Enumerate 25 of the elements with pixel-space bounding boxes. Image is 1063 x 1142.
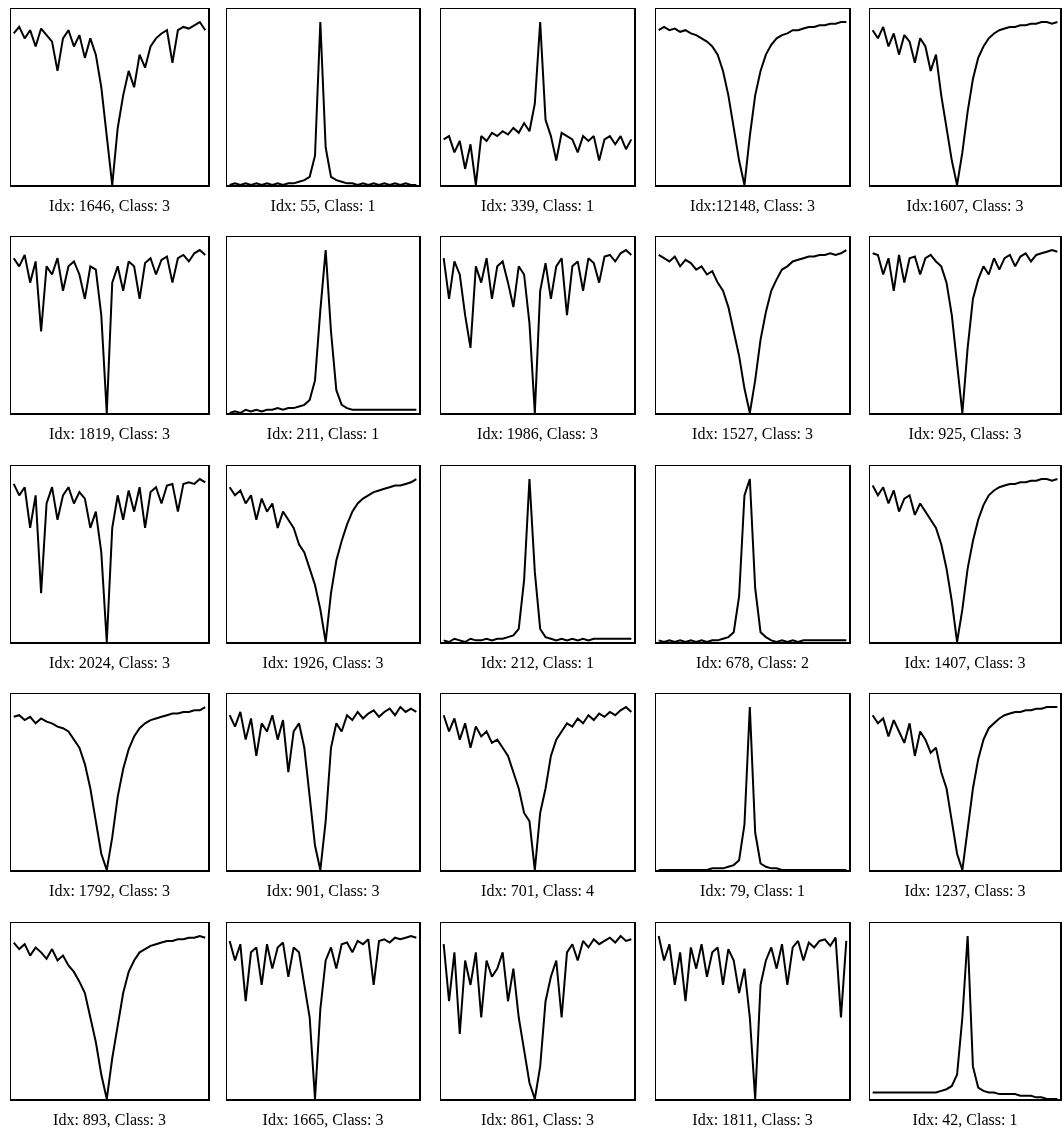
x-axis-title: Idx: 1811, Class: 3 bbox=[692, 1110, 813, 1128]
x-axis-title: Idx: 79, Class: 1 bbox=[700, 881, 805, 899]
x-axis-title: Idx: 1527, Class: 3 bbox=[692, 424, 813, 442]
x-axis-title: Idx: 901, Class: 3 bbox=[266, 881, 380, 899]
x-axis-title: Idx: 1819, Class: 3 bbox=[49, 424, 170, 442]
x-axis-title: Idx: 339, Class: 1 bbox=[481, 196, 594, 214]
x-axis-title: Idx: 212, Class: 1 bbox=[481, 653, 594, 671]
x-axis-title: Idx: 701, Class: 4 bbox=[481, 881, 594, 899]
x-axis-title: Idx: 1792, Class: 3 bbox=[49, 881, 170, 899]
x-axis-title: Idx: 55, Class: 1 bbox=[270, 196, 376, 214]
x-axis-title: Idx: 1986, Class: 3 bbox=[477, 424, 598, 442]
x-axis-title: Idx: 1926, Class: 3 bbox=[262, 653, 384, 671]
x-axis-title: Idx: 861, Class: 3 bbox=[481, 1110, 594, 1128]
x-axis-title: Idx: 678, Class: 2 bbox=[696, 653, 809, 671]
x-axis-title: Idx: 1407, Class: 3 bbox=[904, 653, 1026, 671]
x-axis-title: Idx: 2024, Class: 3 bbox=[49, 653, 170, 671]
x-axis-title: Idx: 42, Class: 1 bbox=[912, 1110, 1018, 1128]
x-axis-title: Idx: 893, Class: 3 bbox=[53, 1110, 166, 1128]
x-axis-title: Idx: 925, Class: 3 bbox=[908, 424, 1022, 442]
x-axis-title: Idx:12148, Class: 3 bbox=[690, 196, 815, 214]
x-axis-title: Idx: 211, Class: 1 bbox=[266, 424, 380, 442]
x-axis-title: Idx: 1665, Class: 3 bbox=[262, 1110, 384, 1128]
x-axis-title: Idx: 1237, Class: 3 bbox=[904, 881, 1026, 899]
x-axis-title: Idx:1607, Class: 3 bbox=[906, 196, 1024, 214]
x-axis-title: Idx: 1646, Class: 3 bbox=[49, 196, 170, 214]
